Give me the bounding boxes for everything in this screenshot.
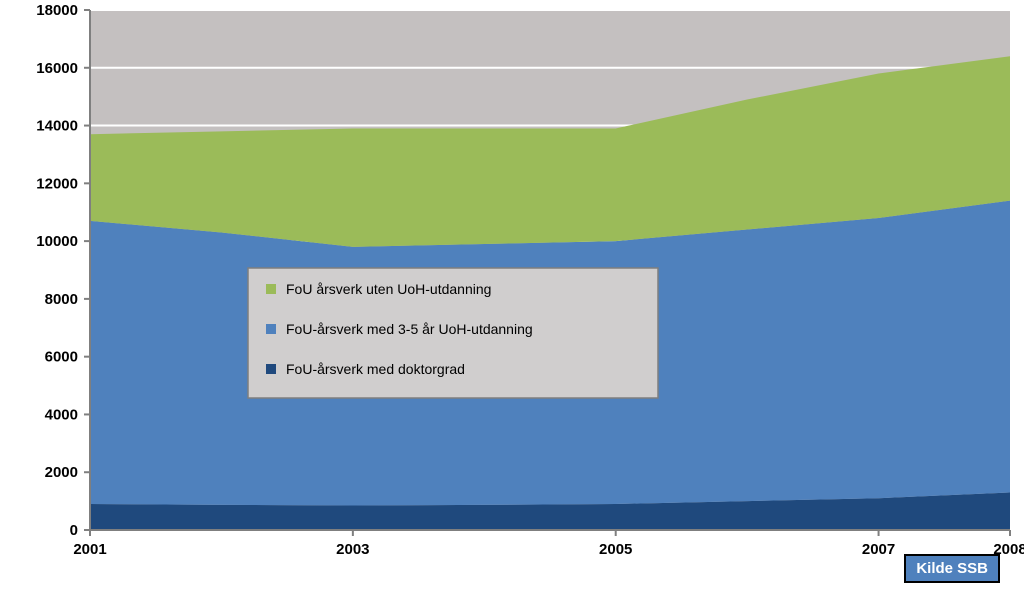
legend-label: FoU-årsverk med doktorgrad — [286, 361, 465, 377]
stacked-area-chart: 0 2000 4000 6000 8000 10000 12000 14000 16000 180… — [0, 0, 1024, 589]
y-tick-label: 2000 — [45, 464, 78, 481]
legend-marker — [266, 364, 276, 374]
y-tick-label: 4000 — [45, 406, 78, 423]
y-tick-label: 8000 — [45, 291, 78, 308]
y-tick-label: 14000 — [36, 118, 78, 135]
y-tick-label: 0 — [70, 522, 78, 539]
legend-label: FoU årsverk uten UoH-utdanning — [286, 281, 491, 297]
y-tick-label: 16000 — [36, 60, 78, 77]
y-tick-label: 18000 — [36, 2, 78, 19]
legend-marker — [266, 324, 276, 334]
x-tick-label: 2005 — [599, 541, 632, 558]
x-tick-label: 2007 — [862, 541, 895, 558]
chart-svg: 0 2000 4000 6000 8000 10000 12000 14000 16000 180… — [0, 0, 1024, 589]
x-tick-label: 2001 — [73, 541, 106, 558]
legend-label: FoU-årsverk med 3-5 år UoH-utdanning — [286, 321, 533, 337]
source-badge: Kilde SSB — [904, 554, 1000, 583]
x-tick-label: 2003 — [336, 541, 369, 558]
y-tick-label: 12000 — [36, 175, 78, 192]
legend-marker — [266, 284, 276, 294]
y-tick-label: 10000 — [36, 233, 78, 250]
y-tick-label: 6000 — [45, 349, 78, 366]
